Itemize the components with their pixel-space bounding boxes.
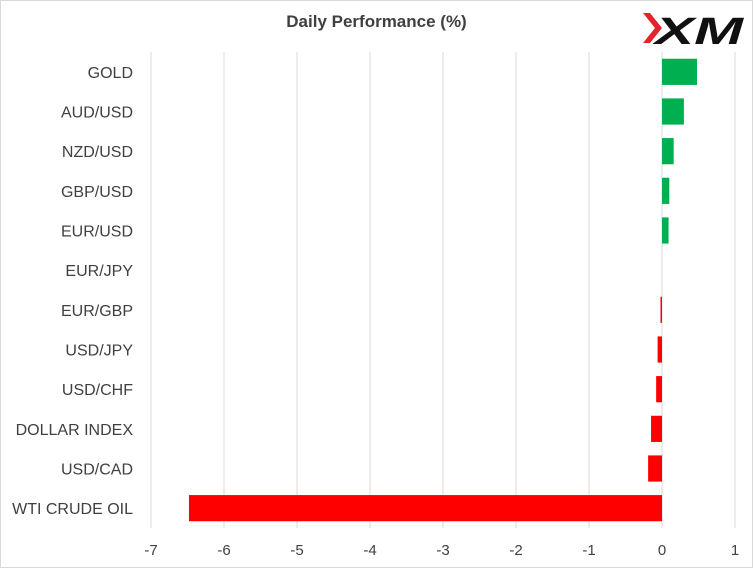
category-label: WTI CRUDE OIL xyxy=(12,501,133,518)
x-tick-label: -7 xyxy=(144,542,157,559)
x-tick-label: -5 xyxy=(290,542,303,559)
category-label: USD/CAD xyxy=(61,462,133,479)
x-tick-label: -1 xyxy=(582,542,595,559)
bar-usd-cad xyxy=(648,455,662,482)
bar-gold xyxy=(662,58,698,85)
x-tick-label: -4 xyxy=(363,542,376,559)
bar-nzd-usd xyxy=(662,138,674,165)
x-tick-label: -3 xyxy=(436,542,449,559)
x-tick-label: 1 xyxy=(731,542,739,559)
category-label: AUD/USD xyxy=(61,105,133,122)
category-label: EUR/JPY xyxy=(65,263,133,280)
chart-title: Daily Performance (%) xyxy=(286,12,467,31)
category-label: GOLD xyxy=(88,65,133,82)
bar-dollar-index xyxy=(651,415,662,442)
bar-usd-jpy xyxy=(657,336,662,363)
x-tick-label: 0 xyxy=(658,542,666,559)
xm-logo: XM xyxy=(643,11,745,50)
bar-eur-gbp xyxy=(660,296,662,323)
category-label: NZD/USD xyxy=(62,144,133,161)
category-label: GBP/USD xyxy=(61,184,133,201)
category-label: USD/CHF xyxy=(62,382,133,399)
bar-gbp-usd xyxy=(662,177,670,204)
x-tick-label: -2 xyxy=(509,542,522,559)
bar-eur-usd xyxy=(662,217,669,244)
x-tick-label: -6 xyxy=(217,542,230,559)
logo-red-chevron xyxy=(643,13,662,43)
category-label: EUR/GBP xyxy=(61,303,133,320)
category-label: USD/JPY xyxy=(65,343,133,360)
bar-aud-usd xyxy=(662,98,684,125)
category-label: DOLLAR INDEX xyxy=(16,422,134,439)
bar-wti-crude-oil xyxy=(188,495,662,522)
bar-usd-chf xyxy=(656,376,662,403)
logo-text: XM xyxy=(652,11,745,50)
category-label: EUR/USD xyxy=(61,224,133,241)
